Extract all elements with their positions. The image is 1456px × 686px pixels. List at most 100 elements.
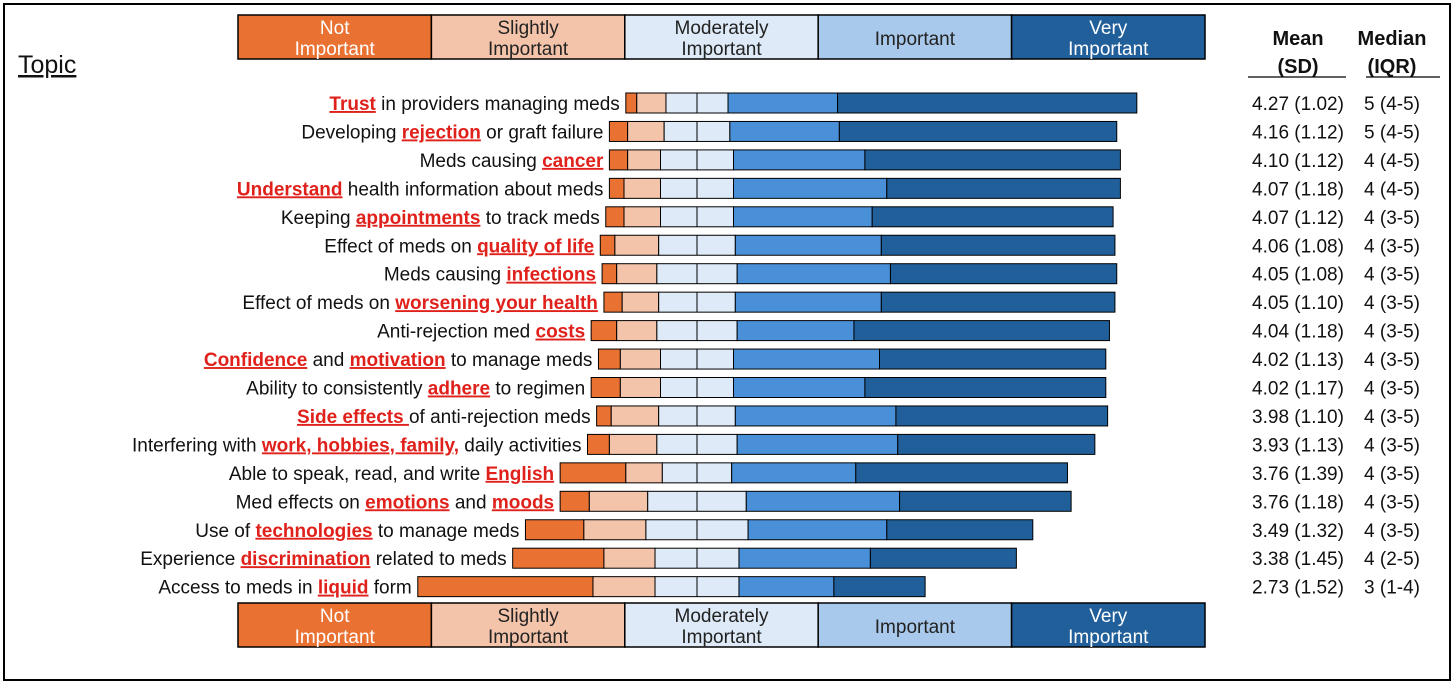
topic-label-17: Access to meds in liquid form <box>158 578 411 599</box>
topic-keyword-0-0: Trust <box>329 94 376 115</box>
bar-segment-12-0 <box>587 433 610 455</box>
bar-segment-9-3 <box>733 348 880 370</box>
mean-sd-1: 4.16 (1.12) <box>1252 122 1344 143</box>
legend-label-top-1-line1: Slightly <box>497 18 559 39</box>
bar-segment-10-0 <box>590 377 621 398</box>
bar-segment-11-0 <box>596 405 612 427</box>
topic-keyword-5-1: quality of life <box>477 236 594 257</box>
legend-box-top-3 <box>817 14 1013 60</box>
topic-text-17-0: Access to meds in <box>158 578 317 599</box>
bar-segment-5-0 <box>599 234 616 256</box>
topic-text-1-2: or graft failure <box>481 122 604 143</box>
mean-sd-16: 3.38 (1.45) <box>1252 549 1344 570</box>
topic-text-11-1: of anti-rejection meds <box>409 407 591 428</box>
bar-segment-6-0 <box>601 263 618 285</box>
bar-segment-3-0 <box>608 177 625 199</box>
topic-label-5: Effect of meds on quality of life <box>324 236 594 257</box>
legend-label-top-4-line1: Very <box>1089 18 1128 39</box>
topic-keyword-11-0: Side effects <box>297 407 409 428</box>
median-iqr-2: 4 (4-5) <box>1364 151 1420 172</box>
legend-box-top-1 <box>430 14 626 60</box>
bar-segment-9-0 <box>597 348 621 370</box>
median-iqr-12: 4 (3-5) <box>1364 435 1420 456</box>
stat-header-1-line2: (IQR) <box>1368 56 1417 78</box>
stat-header-0-line1: Mean <box>1272 28 1323 50</box>
bar-segment-11-3 <box>734 405 897 427</box>
topic-text-10-2: to regimen <box>490 379 585 400</box>
topic-label-0: Trust in providers managing meds <box>329 94 619 115</box>
mean-sd-3: 4.07 (1.18) <box>1252 179 1344 200</box>
mean-sd-13: 3.76 (1.39) <box>1252 464 1344 485</box>
legend-label-top-4-line2: Important <box>1068 39 1149 60</box>
topic-label-11: Side effects of anti-rejection meds <box>297 407 591 428</box>
bar-segment-15-3 <box>747 519 888 541</box>
topic-keyword-12-1: work, hobbies, family, <box>261 435 459 456</box>
bar-segment-13-1 <box>625 462 663 484</box>
median-iqr-0: 5 (4-5) <box>1364 94 1420 115</box>
bar-segment-2-1 <box>627 149 662 171</box>
topic-text-9-3: to manage meds <box>446 350 593 371</box>
legend-label-top-0-line2: Important <box>295 39 376 60</box>
median-iqr-5: 4 (3-5) <box>1364 236 1420 257</box>
bar-segment-8-3 <box>736 320 855 342</box>
topic-label-16: Experience discrimination related to med… <box>140 549 506 570</box>
bar-segment-2-0 <box>608 149 629 171</box>
topic-label-4: Keeping appointments to track meds <box>281 208 600 229</box>
bar-segment-16-3 <box>738 547 871 569</box>
bar-segment-5-4 <box>880 234 1116 256</box>
median-iqr-7: 4 (3-5) <box>1364 293 1420 314</box>
bar-segment-1-3 <box>729 120 840 142</box>
bar-segment-1-0 <box>608 120 629 142</box>
topic-label-13: Able to speak, read, and write English <box>229 464 554 485</box>
mean-sd-4: 4.07 (1.12) <box>1252 208 1344 229</box>
bar-segment-12-3 <box>736 433 899 455</box>
bar-segment-8-0 <box>590 320 618 342</box>
bar-segment-15-0 <box>524 519 585 541</box>
bar-segment-13-0 <box>559 462 627 484</box>
legend-label-bottom-4-line1: Very <box>1089 606 1128 627</box>
bar-segment-1-1 <box>627 120 665 142</box>
bar-segment-3-4 <box>886 177 1121 199</box>
median-iqr-10: 4 (3-5) <box>1364 379 1420 400</box>
bar-segment-8-1 <box>616 320 658 342</box>
topic-text-12-2: daily activities <box>459 435 582 456</box>
bar-segment-6-4 <box>889 263 1118 285</box>
bar-segment-14-3 <box>745 490 901 512</box>
topic-label-10: Ability to consistently adhere to regime… <box>246 379 585 400</box>
median-iqr-9: 4 (3-5) <box>1364 350 1420 371</box>
bar-segment-12-1 <box>608 433 658 455</box>
legend-label-bottom-0-line2: Important <box>295 627 376 648</box>
topic-keyword-13-1: English <box>486 464 555 485</box>
bar-segment-8-4 <box>853 320 1110 342</box>
median-iqr-8: 4 (3-5) <box>1364 322 1420 343</box>
topic-header: Topic <box>18 51 76 79</box>
bar-segment-4-0 <box>605 206 625 228</box>
bar-segment-17-1 <box>592 576 656 598</box>
bar-segment-7-4 <box>880 291 1116 313</box>
legend-label-top-1-line2: Important <box>488 39 569 60</box>
topic-keyword-9-2: motivation <box>350 350 446 371</box>
topic-text-16-2: related to meds <box>370 549 506 570</box>
bar-segment-1-4 <box>838 120 1118 142</box>
bar-segment-5-3 <box>734 234 882 256</box>
topic-text-14-2: and <box>450 492 492 513</box>
bar-segment-17-0 <box>417 576 594 598</box>
bar-segment-0-4 <box>837 92 1138 114</box>
bar-segment-13-4 <box>855 462 1068 484</box>
bar-segment-7-1 <box>621 291 660 313</box>
figure-frame <box>3 3 1451 681</box>
legend-label-bottom-2-line1: Moderately <box>675 606 769 627</box>
topic-keyword-4-1: appointments <box>356 208 481 229</box>
topic-text-1-0: Developing <box>301 122 401 143</box>
bar-segment-14-4 <box>899 490 1072 512</box>
topic-text-2-0: Meds causing <box>420 151 543 172</box>
bar-segment-4-3 <box>733 206 873 228</box>
mean-sd-6: 4.05 (1.08) <box>1252 265 1344 286</box>
topic-label-2: Meds causing cancer <box>420 151 604 172</box>
bar-segment-14-1 <box>588 490 649 512</box>
topic-text-10-0: Ability to consistently <box>246 379 428 400</box>
topic-text-14-0: Med effects on <box>236 492 366 513</box>
bar-segment-10-1 <box>619 377 661 398</box>
bar-segment-7-3 <box>734 291 882 313</box>
bar-segment-10-4 <box>864 377 1107 398</box>
